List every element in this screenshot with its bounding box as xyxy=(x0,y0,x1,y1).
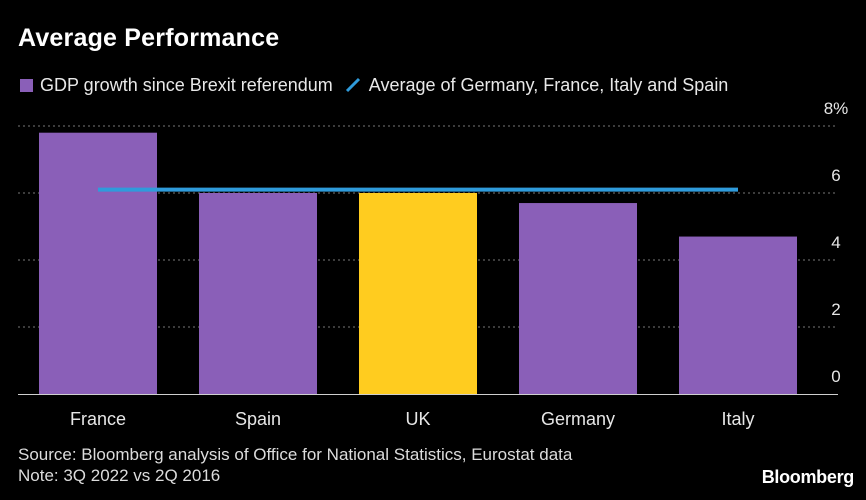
legend-swatch-average-line xyxy=(345,77,360,93)
x-tick-label-germany: Germany xyxy=(541,409,615,429)
y-tick-label-6: 6 xyxy=(831,166,840,185)
legend-swatch-gdp xyxy=(20,78,33,92)
legend-label-gdp: GDP growth since Brexit referendum xyxy=(40,74,333,95)
legend-label-average: Average of Germany, France, Italy and Sp… xyxy=(368,74,729,95)
bar-spain xyxy=(199,193,317,394)
x-tick-label-france: France xyxy=(70,409,126,429)
bar-france xyxy=(39,132,157,394)
date-note: Note: 3Q 2022 vs 2Q 2016 xyxy=(18,466,221,485)
y-tick-label-4: 4 xyxy=(831,233,840,252)
legend: GDP growth since Brexit referendum Avera… xyxy=(20,73,740,97)
source-note: Source: Bloomberg analysis of Office for… xyxy=(18,445,573,464)
chart-title: Average Performance xyxy=(18,24,280,52)
y-tick-label-8: 8% xyxy=(824,99,849,118)
x-tick-label-uk: UK xyxy=(405,409,430,429)
bar-chart: 0 2 4 6 8% France Spain UK Germany Italy xyxy=(18,99,849,429)
footer: Source: Bloomberg analysis of Office for… xyxy=(18,444,572,486)
bar-uk xyxy=(359,193,477,394)
legend-item-average: Average of Germany, France, Italy and Sp… xyxy=(345,74,729,96)
x-tick-label-italy: Italy xyxy=(721,409,754,429)
bar-germany xyxy=(519,203,637,394)
legend-item-gdp: GDP growth since Brexit referendum xyxy=(20,75,333,96)
bar-italy xyxy=(679,236,797,394)
y-tick-label-2: 2 xyxy=(831,300,840,319)
bloomberg-logo: Bloomberg xyxy=(761,467,855,487)
y-tick-label-0: 0 xyxy=(831,367,840,386)
x-tick-label-spain: Spain xyxy=(235,409,281,429)
